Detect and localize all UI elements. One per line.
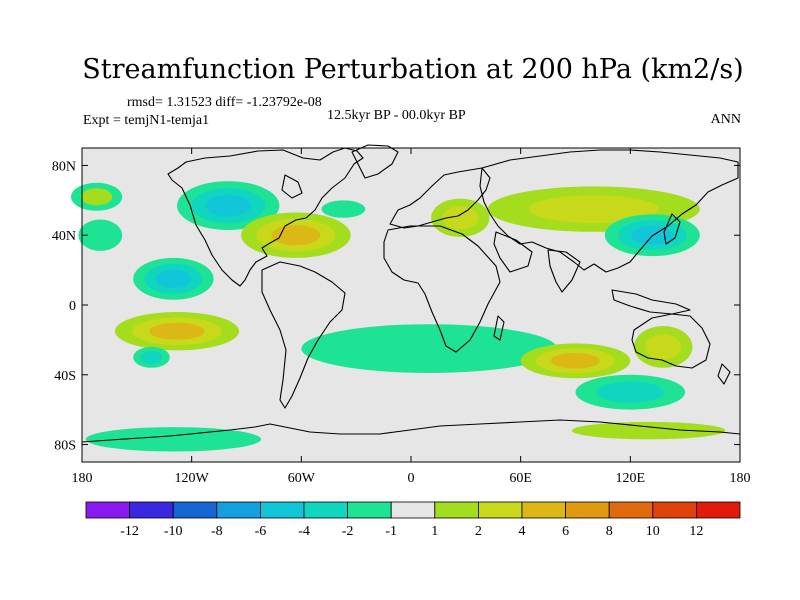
anomaly-canada-low-level (205, 194, 251, 217)
experiment-label: Expt = temjN1-temja1 (83, 113, 209, 128)
anomaly-n-atlantic-low (321, 200, 366, 218)
x-axis: 180 120W 60W 0 60E 120E 180 (72, 148, 751, 486)
coastlines (81, 144, 741, 443)
coast-europe (389, 167, 491, 229)
coast-north-america (167, 147, 364, 287)
anomaly-canada-low (177, 181, 280, 231)
coast-greenland (351, 144, 399, 179)
coast-hudson-bay (281, 174, 303, 199)
season-label: ANN (711, 112, 741, 127)
coast-arabia (493, 231, 533, 273)
coast-africa (383, 225, 501, 353)
anomaly-southern-ocean-low (85, 427, 262, 452)
anomaly-n-pacific (71, 182, 123, 211)
coast-antarctica (81, 419, 741, 443)
colorbar-swatch (696, 501, 741, 519)
anomaly-n-atlantic-low-level (321, 200, 366, 218)
coast-japan (663, 213, 681, 245)
anomaly-europe-high-level (442, 206, 479, 230)
anomaly-n-atlantic-ridge (241, 212, 351, 258)
anomaly-southern-ocean-low-level (85, 427, 262, 452)
colorbar-label: -10 (164, 524, 183, 539)
x-tick-label: 180 (72, 471, 93, 486)
anomaly-s-indian-low-level (596, 381, 664, 403)
anomaly-indian-ocean-high (520, 343, 631, 379)
stats-label: rmsd= 1.31523 diff= -1.23792e-08 (127, 95, 322, 110)
x-tick-label: 60E (509, 471, 532, 486)
anomaly-s-indian-low (575, 374, 686, 410)
colorbar-label: 8 (606, 524, 613, 539)
colorbar-label: 1 (431, 524, 438, 539)
map-panel (71, 144, 741, 463)
colorbar-swatch (477, 501, 523, 519)
anomaly-australia-high-level (645, 334, 682, 360)
x-tick-label: 120E (616, 471, 646, 486)
colorbar-swatch (347, 501, 392, 519)
colorbar-swatch (172, 501, 218, 519)
x-tick-label: 120W (175, 471, 210, 486)
coast-new-zealand (717, 363, 731, 385)
y-tick-label: 40S (54, 369, 76, 384)
anomaly-indian-ocean-high-level (551, 353, 600, 369)
colorbar-label: -2 (342, 524, 354, 539)
anomaly-south-atlantic-low-level (301, 324, 558, 373)
anomaly-s-pacific-low (133, 346, 170, 368)
colorbar-label: -4 (298, 524, 310, 539)
anomaly-s-pacific-low-level (140, 350, 163, 364)
y-tick-label: 40N (52, 229, 76, 244)
anomaly-asia-high-level (528, 195, 659, 224)
coast-india (547, 249, 581, 293)
colorbar-swatch (434, 501, 479, 519)
colorbar-label: -12 (120, 524, 139, 539)
y-tick-label: 0 (69, 299, 76, 314)
colorbar-label: -1 (385, 524, 397, 539)
anomaly-n-pacific-level (80, 188, 113, 206)
anomaly-southern-ocean-high (571, 421, 726, 440)
anomaly-ne-pacific-low-level (78, 219, 123, 251)
coast-south-america (261, 261, 346, 409)
anomaly-n-atlantic-ridge-level (271, 225, 321, 246)
colorbar-swatch (216, 501, 261, 519)
colorbar-label: -8 (211, 524, 223, 539)
y-tick-label: 80S (54, 439, 76, 454)
colorbar-swatch (129, 501, 174, 519)
colorbar-label: 6 (562, 524, 569, 539)
colorbar-swatch (608, 501, 654, 519)
anomaly-e-pacific-south-high-level (149, 322, 205, 340)
colorbar-label: 12 (689, 524, 703, 539)
colorbar: -12 -10 -8 -6 -4 -2 -1 1 2 4 6 8 10 12 (85, 501, 741, 539)
period-label: 12.5kyr BP - 00.0kyr BP (327, 108, 466, 123)
anomaly-e-pacific-low-level (155, 269, 192, 289)
colorbar-swatch (652, 501, 697, 519)
colorbar-label: 10 (646, 524, 660, 539)
colorbar-swatch (390, 501, 436, 519)
colorbar-swatch (521, 501, 566, 519)
coast-australia (631, 313, 711, 369)
anomaly-e-pacific-low (133, 257, 214, 300)
coast-asia (479, 149, 739, 273)
anomaly-field (71, 181, 726, 452)
colorbar-swatch (85, 501, 130, 519)
coast-madagascar (493, 315, 505, 341)
colorbar-label: 2 (475, 524, 482, 539)
anomaly-south-atlantic-low (301, 324, 558, 373)
colorbar-label: 4 (519, 524, 526, 539)
anomaly-australia-high (634, 326, 693, 368)
anomaly-e-pacific-south-high (114, 312, 240, 351)
x-tick-label: 0 (408, 471, 415, 486)
colorbar-swatch (259, 501, 305, 519)
chart-title: Streamfunction Perturbation at 200 hPa (… (82, 54, 743, 85)
anomaly-ne-pacific-low (78, 219, 123, 251)
coast-indonesia (611, 289, 691, 315)
colorbar-swatch (565, 501, 610, 519)
colorbar-swatch (303, 501, 348, 519)
x-tick-label: 60W (288, 471, 316, 486)
y-tick-label: 80N (52, 159, 76, 174)
y-axis: 80N 40N 0 40S 80S (52, 159, 740, 454)
colorbar-label: -6 (255, 524, 267, 539)
anomaly-southern-ocean-high-level (571, 421, 726, 440)
anomaly-europe-high (431, 198, 490, 237)
x-tick-label: 180 (730, 471, 751, 486)
